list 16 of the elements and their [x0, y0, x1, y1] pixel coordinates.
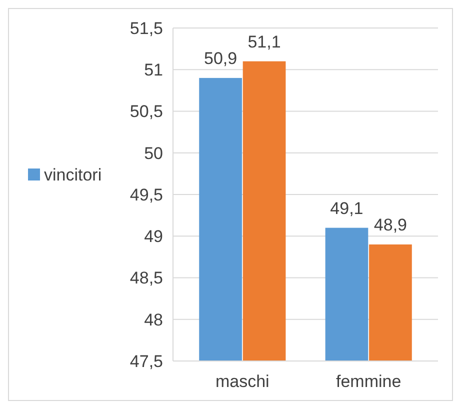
x-tick-label: maschi — [215, 372, 270, 391]
y-tick-label: 48 — [144, 310, 163, 330]
y-tick-label: 48,5 — [130, 268, 163, 288]
y-tick-label: 49,5 — [130, 185, 163, 204]
y-tick-label: 49 — [144, 227, 163, 246]
x-tick-label: femmine — [336, 372, 402, 391]
legend-label: vincitori — [44, 165, 102, 184]
y-tick-label: 51 — [144, 60, 163, 80]
y-tick-label: 50,5 — [130, 102, 163, 122]
data-label: 48,9 — [374, 215, 408, 234]
y-tick-label: 47,5 — [130, 352, 163, 371]
data-label: 51,1 — [248, 32, 281, 52]
data-label: 49,1 — [330, 198, 364, 218]
y-tick-label: 50 — [144, 144, 163, 163]
data-label: 50,9 — [204, 48, 238, 68]
y-tick-label: 51,5 — [130, 18, 163, 38]
